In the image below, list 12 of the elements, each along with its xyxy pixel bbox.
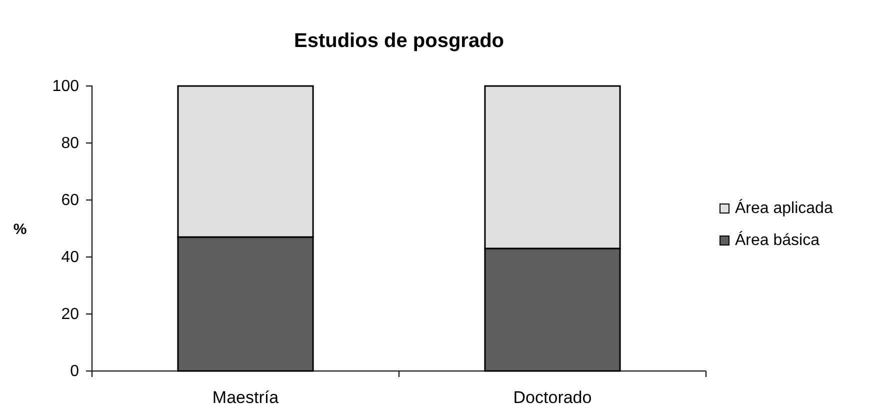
y-tick-label: 20 [61,306,80,324]
y-axis-title: % [13,221,27,238]
y-tick-label: 80 [61,135,80,152]
y-tick-label: 100 [52,78,80,96]
chart-title: Estudios de posgrado [294,30,504,52]
x-tick-label: Doctorado [513,388,592,407]
y-tick-label: 0 [70,363,80,380]
legend-label: Área aplicada [735,199,833,217]
x-tick-label: Maestría [212,388,280,407]
y-tick-label: 40 [61,249,80,266]
y-tick-label: 60 [61,192,80,210]
legend-label: Área básica [735,231,820,249]
